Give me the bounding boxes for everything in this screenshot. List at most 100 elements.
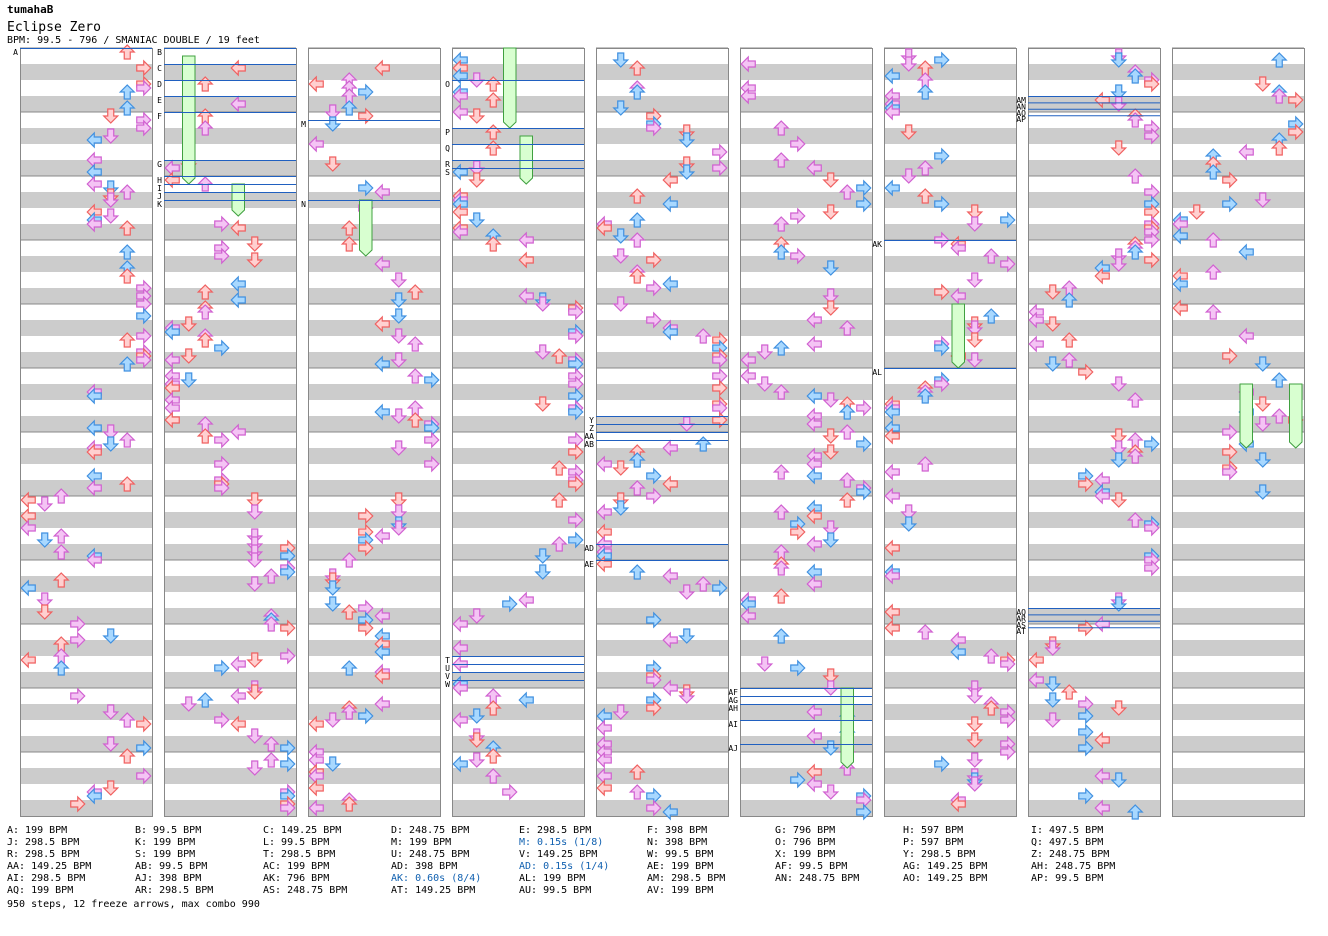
arrow-up-icon xyxy=(628,232,646,248)
arrow-down-icon xyxy=(180,348,198,364)
arrow-left-icon xyxy=(374,183,390,201)
arrow-up-icon xyxy=(628,84,646,100)
bpm-marker-label: G xyxy=(157,160,162,169)
legend-entry: D: 248.75 BPM xyxy=(391,825,470,836)
beat-stripe xyxy=(308,768,440,784)
beat-stripe xyxy=(20,480,152,496)
beat-stripe xyxy=(1172,96,1304,112)
arrow-down-icon xyxy=(900,504,918,520)
arrow-left-icon xyxy=(1028,651,1044,669)
arrow-right-icon xyxy=(1078,363,1094,381)
arrow-up-icon xyxy=(118,432,136,448)
arrow-right-icon xyxy=(1078,475,1094,493)
arrow-left-icon xyxy=(374,255,390,273)
arrow-left-icon xyxy=(884,619,900,637)
arrow-left-icon xyxy=(740,351,756,369)
beat-stripe xyxy=(452,256,584,272)
arrow-left-icon xyxy=(308,779,324,797)
arrow-left-icon xyxy=(86,175,102,193)
arrow-left-icon xyxy=(740,367,756,385)
beat-stripe xyxy=(20,448,152,464)
beat-stripe xyxy=(20,544,152,560)
beat-stripe xyxy=(740,256,872,272)
arrow-up-icon xyxy=(118,44,136,60)
arrow-down-icon xyxy=(1044,692,1062,708)
arrow-right-icon xyxy=(646,799,662,817)
arrow-up-icon xyxy=(1126,392,1144,408)
arrow-left-icon xyxy=(1094,267,1110,285)
beat-stripe xyxy=(740,640,872,656)
beat-stripe xyxy=(1028,64,1160,80)
arrow-right-icon xyxy=(1144,251,1160,269)
arrow-right-icon xyxy=(280,647,296,665)
beat-stripe xyxy=(596,608,728,624)
beat-stripe xyxy=(1172,192,1304,208)
arrow-up-icon xyxy=(838,184,856,200)
arrow-down-icon xyxy=(390,492,408,508)
arrow-left-icon xyxy=(374,667,390,685)
arrow-down-icon xyxy=(1254,396,1272,412)
beat-stripe xyxy=(20,192,152,208)
beat-stripe xyxy=(308,320,440,336)
arrow-down-icon xyxy=(822,740,840,756)
beat-stripe xyxy=(20,96,152,112)
arrow-down-icon xyxy=(390,504,408,520)
arrow-down-icon xyxy=(324,756,342,772)
beat-stripe xyxy=(164,768,296,784)
arrow-right-icon xyxy=(214,431,230,449)
arrow-up-icon xyxy=(916,188,934,204)
arrow-down-icon xyxy=(822,428,840,444)
arrow-down-icon xyxy=(822,668,840,684)
beat-stripe xyxy=(164,416,296,432)
arrow-down-icon xyxy=(612,100,630,116)
arrow-right-icon xyxy=(790,247,806,265)
arrow-down-icon xyxy=(1110,52,1128,68)
arrow-left-icon xyxy=(452,679,468,697)
arrow-right-icon xyxy=(934,51,950,69)
arrow-up-icon xyxy=(52,572,70,588)
arrow-left-icon xyxy=(452,755,468,773)
arrow-up-icon xyxy=(262,568,280,584)
beat-stripe xyxy=(740,320,872,336)
arrow-right-icon xyxy=(1078,787,1094,805)
arrow-down-icon xyxy=(756,656,774,672)
arrow-right-icon xyxy=(790,207,806,225)
arrow-right-icon xyxy=(856,399,872,417)
arrow-left-icon xyxy=(662,439,678,457)
beat-stripe xyxy=(452,320,584,336)
legend-entry: AM: 298.5 BPM xyxy=(647,873,726,884)
arrow-left-icon xyxy=(374,59,390,77)
arrow-left-icon xyxy=(884,603,900,621)
beat-stripe xyxy=(884,704,1016,720)
arrow-down-icon xyxy=(102,192,120,208)
beat-stripe xyxy=(596,256,728,272)
arrow-left-icon xyxy=(1094,731,1110,749)
arrow-down-icon xyxy=(246,504,264,520)
arrow-right-icon xyxy=(856,803,872,821)
arrow-down-icon xyxy=(1254,452,1272,468)
arrow-right-icon xyxy=(1144,559,1160,577)
arrow-up-icon xyxy=(628,480,646,496)
bpm-marker-label: N xyxy=(301,200,306,209)
arrow-down-icon xyxy=(1110,492,1128,508)
legend-entry: AB: 99.5 BPM xyxy=(135,861,208,872)
arrow-down-icon xyxy=(822,532,840,548)
beat-stripe xyxy=(164,672,296,688)
beat-stripe xyxy=(452,640,584,656)
arrow-left-icon xyxy=(164,323,180,341)
arrow-left-icon xyxy=(884,403,900,421)
bpm-marker-label: AD xyxy=(584,544,594,553)
beat-stripe xyxy=(1028,480,1160,496)
bpm-marker-label: AN xyxy=(1016,102,1026,111)
arrow-up-icon xyxy=(484,700,502,716)
beat-stripe xyxy=(1172,160,1304,176)
arrow-down-icon xyxy=(1110,84,1128,100)
bpm-marker-label: AJ xyxy=(728,744,738,753)
arrow-up-icon xyxy=(340,236,358,252)
legend-entry: J: 298.5 BPM xyxy=(7,837,80,848)
legend-entry: V: 149.25 BPM xyxy=(519,849,598,860)
arrow-up-icon xyxy=(628,60,646,76)
arrow-right-icon xyxy=(214,339,230,357)
arrow-right-icon xyxy=(646,467,662,485)
bpm-marker-label: R xyxy=(445,160,450,169)
